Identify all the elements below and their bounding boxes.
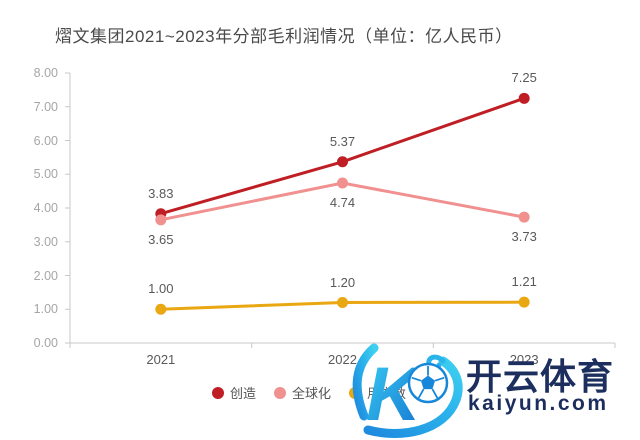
legend-item-1[interactable]: 全球化: [274, 383, 331, 402]
data-point-0-2: [518, 92, 530, 104]
y-axis-tick-label: 3.00: [33, 234, 58, 249]
soccer-ball-pentagon: [420, 375, 436, 390]
data-label-2-2: 1.21: [511, 274, 537, 290]
legend-item-0[interactable]: 创造: [212, 383, 256, 402]
x-axis-tick-label: 2021: [146, 352, 176, 367]
chart-title: 熠文集团2021~2023年分部毛利润情况（单位：亿人民币）: [55, 27, 513, 46]
data-point-2-0: [155, 303, 167, 315]
data-point-2-2: [518, 296, 530, 308]
y-axis-tick-label: 7.00: [33, 99, 58, 114]
data-label-0-0: 3.83: [148, 185, 174, 201]
data-label-2-0: 1.00: [148, 281, 174, 297]
chart-legend: 创造 全球化 用户数: [212, 383, 406, 402]
data-label-1-0: 3.65: [148, 231, 174, 247]
y-axis-tick-label: 8.00: [33, 66, 58, 80]
logo-swoosh: [363, 356, 463, 438]
data-point-1-0: [155, 214, 167, 226]
data-label-1-2: 3.73: [511, 229, 537, 245]
y-axis-tick-label: 2.00: [33, 268, 58, 283]
watermark: K 开云体育 kaiyun.com: [352, 326, 640, 440]
legend-dot-icon: [274, 386, 287, 399]
legend-label: 用户数: [367, 386, 407, 401]
watermark-domain: kaiyun.com: [468, 392, 609, 415]
data-point-1-2: [518, 211, 530, 223]
x-axis-tick-label: 2022: [328, 352, 357, 367]
data-point-0-1: [337, 156, 348, 168]
data-point-1-1: [337, 177, 348, 189]
soccer-ball-seams: [411, 366, 445, 400]
legend-label: 全球化: [292, 386, 332, 401]
data-label-1-1: 4.74: [329, 195, 356, 211]
y-axis-tick-label: 4.00: [33, 201, 58, 215]
y-axis-tick-label: 1.00: [33, 302, 58, 317]
watermark-brand: 开云体育: [466, 356, 615, 397]
y-axis-tick-label: 6.00: [33, 133, 58, 148]
data-label-0-2: 7.25: [511, 70, 537, 86]
data-label-2-1: 1.20: [329, 274, 356, 290]
data-label-0-1: 5.37: [329, 133, 356, 149]
y-axis-tick-label: 5.00: [33, 167, 58, 182]
legend-label: 创造: [230, 386, 257, 401]
logo-left-swoosh: [352, 343, 379, 421]
y-axis-tick-label: 0.00: [33, 336, 58, 350]
legend-dot-icon: [212, 386, 224, 399]
kaiyun-logo: K: [352, 343, 463, 438]
x-axis-tick-label: 2023: [509, 352, 539, 367]
data-point-2-1: [337, 297, 348, 308]
